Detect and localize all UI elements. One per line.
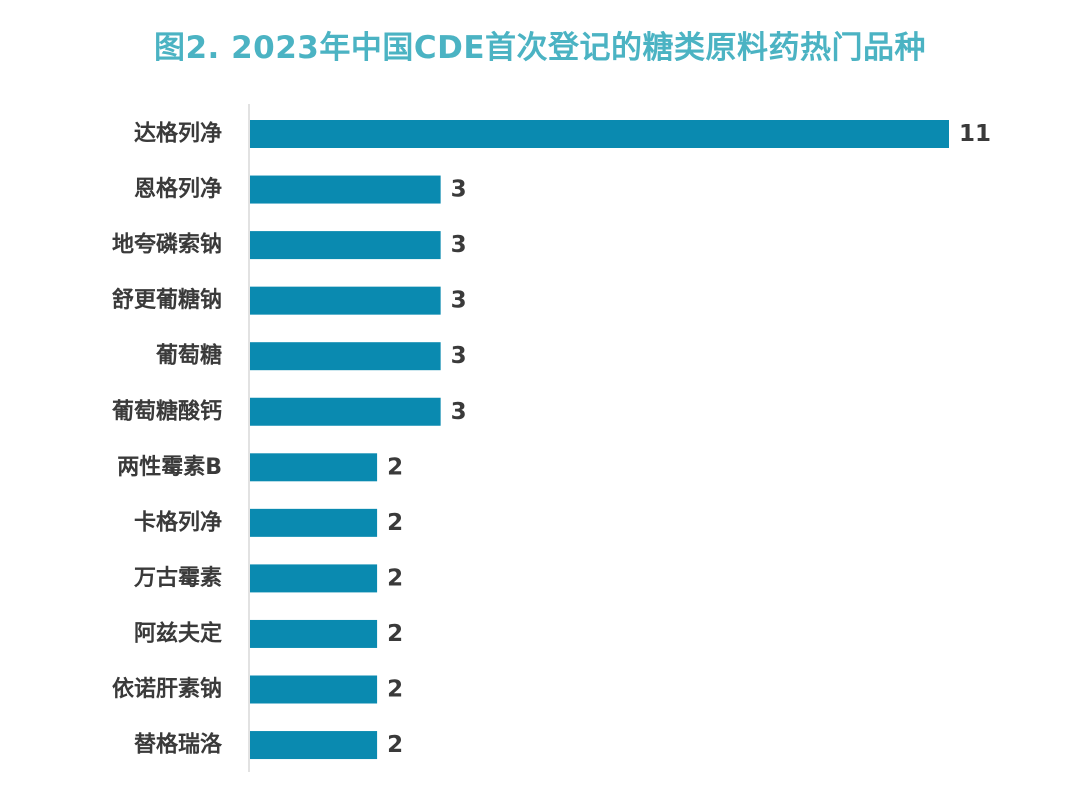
data-label: 3 — [451, 288, 467, 314]
bar — [250, 342, 441, 371]
category-label: 万古霉素 — [133, 565, 222, 591]
data-label: 3 — [451, 232, 467, 258]
bars-group: 达格列净 11 恩格列净 3 地夸磷索钠 3 舒更葡糖钠 3 葡萄糖 3 葡萄糖酸钙 3 两性霉素B 2 卡… — [111, 120, 991, 760]
data-label: 2 — [387, 454, 403, 480]
data-label: 2 — [387, 677, 403, 703]
data-label: 2 — [387, 621, 403, 647]
data-label: 3 — [451, 399, 467, 425]
data-label: 3 — [451, 177, 467, 203]
data-label: 2 — [387, 510, 403, 536]
category-label: 舒更葡糖钠 — [112, 287, 222, 313]
bar — [250, 619, 378, 648]
bar — [250, 231, 441, 260]
category-label: 替格瑞洛 — [134, 732, 223, 758]
category-label: 两性霉素B — [117, 454, 222, 480]
bar — [250, 564, 378, 593]
category-label: 地夸磷索钠 — [112, 233, 222, 258]
category-label: 葡萄糖酸钙 — [111, 398, 222, 424]
category-label: 依诺肝素钠 — [112, 676, 222, 702]
bar — [250, 286, 441, 315]
bar — [250, 508, 378, 537]
bar — [250, 453, 378, 482]
category-label: 卡格列净 — [134, 509, 222, 535]
category-label: 葡萄糖 — [155, 343, 222, 369]
bar — [250, 397, 441, 426]
bar — [250, 175, 441, 204]
data-label: 2 — [387, 732, 403, 758]
bar — [250, 675, 378, 704]
bar — [250, 731, 378, 760]
chart-title: 图2. 2023年中国CDE首次登记的糖类原料药热门品种 — [153, 30, 927, 66]
bar — [250, 120, 949, 148]
data-label: 11 — [959, 121, 991, 147]
data-label: 3 — [451, 343, 467, 369]
category-label: 恩格列净 — [134, 176, 222, 202]
data-label: 2 — [387, 565, 403, 591]
category-label: 阿兹夫定 — [134, 620, 222, 646]
category-label: 达格列净 — [134, 121, 222, 147]
